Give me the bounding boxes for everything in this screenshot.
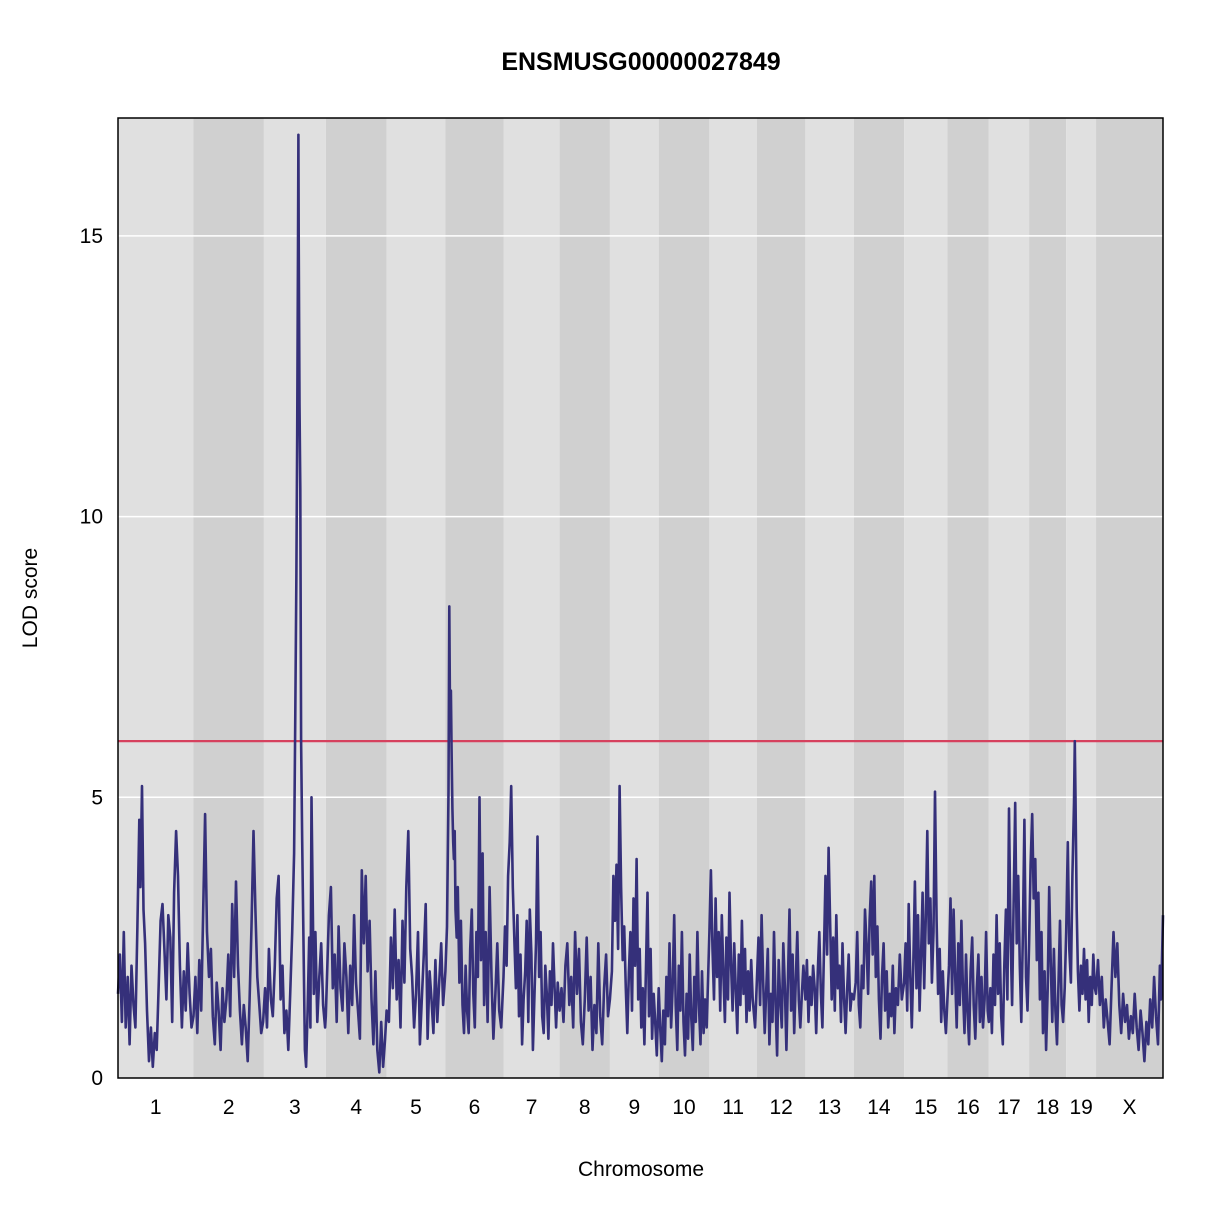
chromosome-band-1 [118,118,194,1078]
chromosome-bands [118,118,1163,1078]
x-tick-label-18: 18 [1036,1096,1059,1119]
x-tick-label-11: 11 [722,1096,744,1119]
chart-title: ENSMUSG00000027849 [501,48,780,76]
y-tick-label-10: 10 [80,506,103,529]
x-tick-label-2: 2 [223,1096,235,1119]
x-axis-label: Chromosome [578,1158,704,1181]
y-tick-label-0: 0 [91,1067,103,1090]
chromosome-band-14 [853,118,905,1078]
x-axis: 1 2 3 4 5 6 7 8 9 10 11 12 13 14 15 16 17 18 19 X [150,1096,1137,1119]
x-tick-label-X: X [1123,1096,1137,1119]
gridlines [118,235,1163,799]
y-axis-label: LOD score [19,548,42,648]
chromosome-band-6 [445,118,504,1078]
chromosome-band-2 [193,118,264,1078]
y-tick-label-5: 5 [91,786,103,809]
lod-curve [116,133,1165,1074]
chromosome-band-8 [559,118,610,1078]
x-tick-label-3: 3 [289,1096,301,1119]
plot-frame [117,117,1164,1079]
x-tick-label-4: 4 [350,1096,362,1119]
x-tick-label-17: 17 [997,1096,1020,1119]
x-tick-label-5: 5 [410,1096,422,1119]
x-tick-label-1: 1 [150,1096,162,1119]
chromosome-band-4 [325,118,387,1078]
chromosome-band-X [1096,118,1163,1078]
x-tick-label-19: 19 [1069,1096,1092,1119]
x-tick-label-16: 16 [956,1096,979,1119]
chromosome-band-11 [709,118,757,1078]
chromosome-band-10 [658,118,710,1078]
x-tick-label-7: 7 [526,1096,538,1119]
x-tick-label-13: 13 [818,1096,841,1119]
chromosome-band-3 [263,118,326,1078]
y-tick-label-15: 15 [80,225,103,248]
x-tick-label-14: 14 [867,1096,891,1119]
x-tick-label-12: 12 [770,1096,793,1119]
x-tick-label-8: 8 [579,1096,591,1119]
x-tick-label-6: 6 [469,1096,481,1119]
x-tick-label-10: 10 [672,1096,695,1119]
x-tick-label-15: 15 [914,1096,937,1119]
chromosome-band-5 [386,118,446,1078]
chromosome-band-12 [756,118,806,1078]
y-axis: 0 5 10 15 [80,225,103,1090]
x-tick-label-9: 9 [628,1096,640,1119]
